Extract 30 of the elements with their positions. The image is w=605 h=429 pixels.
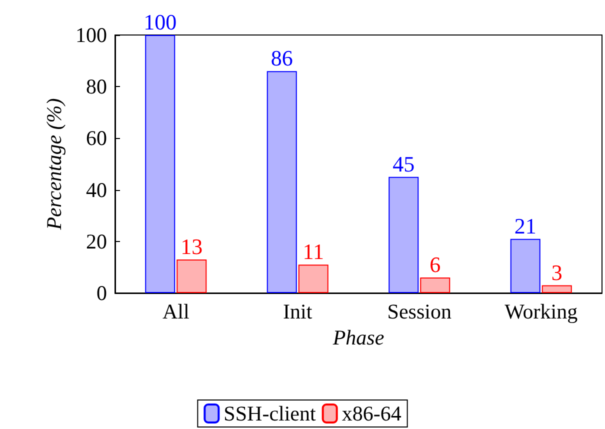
y-axis-title: Percentage (%) [42, 98, 66, 231]
y-tick-label: 40 [86, 178, 107, 202]
legend-label: SSH-client [224, 402, 316, 426]
bar [266, 71, 297, 293]
data-label: 45 [392, 151, 415, 176]
x-tick-label: Working [504, 300, 578, 324]
data-label: 100 [144, 10, 177, 34]
x-axis-title: Phase [332, 325, 384, 350]
bar [542, 285, 572, 293]
data-label: 3 [551, 260, 562, 285]
bar [176, 259, 207, 293]
y-tick-label: 80 [86, 74, 107, 99]
data-label: 86 [270, 46, 293, 71]
bar [298, 264, 328, 293]
x-tick-label: Session [387, 300, 452, 324]
x-tick-label: All [162, 300, 190, 324]
data-label: 11 [302, 239, 324, 264]
bar [420, 278, 450, 293]
y-tick-label: 100 [76, 23, 107, 47]
bar [145, 35, 176, 293]
legend-label: x86-64 [342, 402, 402, 426]
x-tick-label: Init [283, 300, 312, 324]
y-tick-label: 0 [96, 281, 107, 305]
data-label: 6 [430, 252, 441, 278]
bar [510, 238, 540, 293]
bar [388, 176, 419, 293]
data-label: 21 [514, 213, 536, 238]
y-tick-label: 60 [86, 126, 107, 150]
data-label: 13 [180, 234, 203, 259]
y-tick-label: 20 [86, 229, 107, 254]
